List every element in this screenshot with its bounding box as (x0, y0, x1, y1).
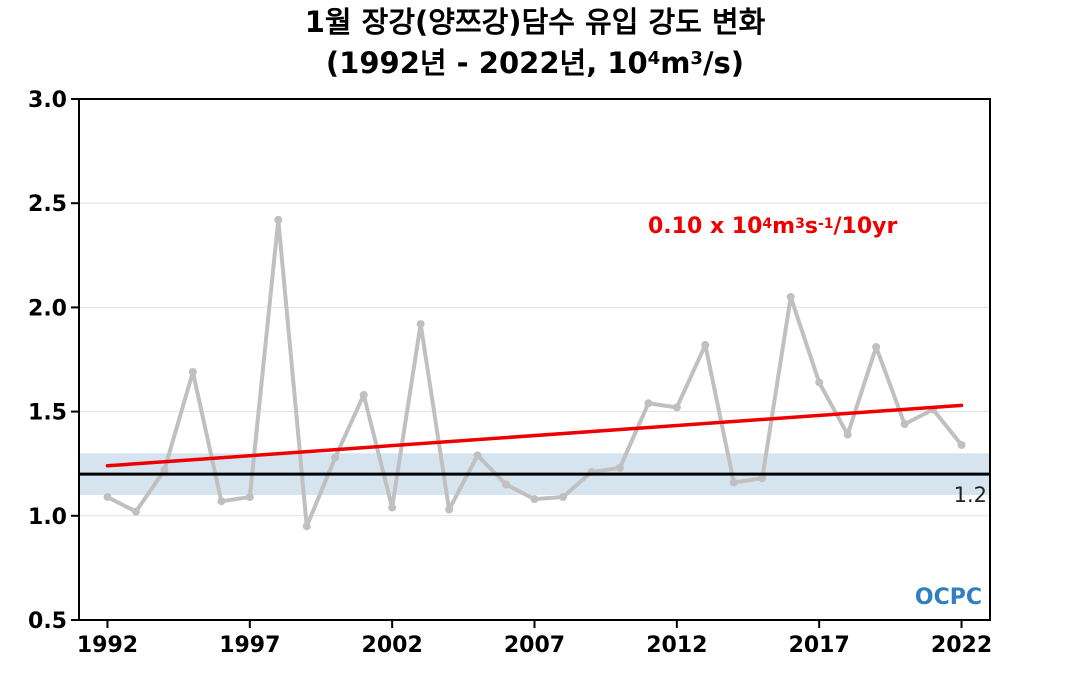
y-tick-label-1.5: 1.5 (28, 401, 67, 426)
data-point-2013 (701, 340, 710, 349)
data-point-2000 (331, 453, 340, 462)
data-point-2015 (758, 474, 767, 483)
data-point-1999 (302, 522, 311, 531)
data-point-2020 (900, 420, 909, 429)
data-point-2014 (729, 478, 738, 487)
y-tick-label-3: 3.0 (28, 88, 67, 113)
data-point-2008 (558, 493, 567, 502)
data-point-1994 (160, 465, 169, 474)
data-point-2016 (786, 292, 795, 301)
data-point-2002 (388, 503, 397, 512)
y-tick-label-0.5: 0.5 (28, 609, 67, 634)
x-tick-label-2007: 2007 (504, 633, 565, 658)
data-point-2018 (843, 430, 852, 439)
data-point-2017 (815, 378, 824, 387)
y-tick-label-1: 1.0 (28, 505, 67, 530)
data-point-2007 (530, 495, 539, 504)
plot-frame (78, 98, 991, 621)
x-tick-label-2017: 2017 (789, 633, 850, 658)
data-point-2006 (502, 480, 511, 489)
data-point-2012 (672, 403, 681, 412)
data-point-2019 (872, 342, 881, 351)
data-point-2011 (644, 399, 653, 408)
data-point-2022 (957, 440, 966, 449)
y-tick-label-2: 2.0 (28, 296, 67, 321)
chart-title-line2: (1992년 - 2022년, 104m3/s) (325, 46, 745, 80)
chart-title-line1: 1월 장강(양쯔강)담수 유입 강도 변화 (304, 5, 766, 39)
x-tick-label-2012: 2012 (646, 633, 707, 658)
data-point-2003 (416, 320, 425, 329)
data-point-1995 (188, 368, 197, 377)
data-point-2001 (359, 390, 368, 399)
data-point-2004 (445, 505, 454, 514)
x-tick-label-1997: 1997 (219, 633, 280, 658)
x-tick-label-2022: 2022 (931, 633, 992, 658)
mean-value-label: 1.2 (954, 483, 987, 507)
ocpc-logo: OCPC (915, 585, 982, 610)
data-point-1992 (103, 493, 112, 502)
trend-line (105, 403, 964, 468)
data-point-1997 (245, 493, 254, 502)
data-point-2005 (473, 451, 482, 460)
data-point-2010 (615, 463, 624, 472)
trend-label: 0.10 x 104m3s-1/10yr (648, 214, 898, 239)
data-point-1998 (274, 215, 283, 224)
data-point-1993 (131, 507, 140, 516)
data-point-1996 (217, 497, 226, 506)
y-tick-label-2.5: 2.5 (28, 192, 67, 217)
x-tick-label-2002: 2002 (362, 633, 423, 658)
x-tick-label-1992: 1992 (77, 633, 138, 658)
